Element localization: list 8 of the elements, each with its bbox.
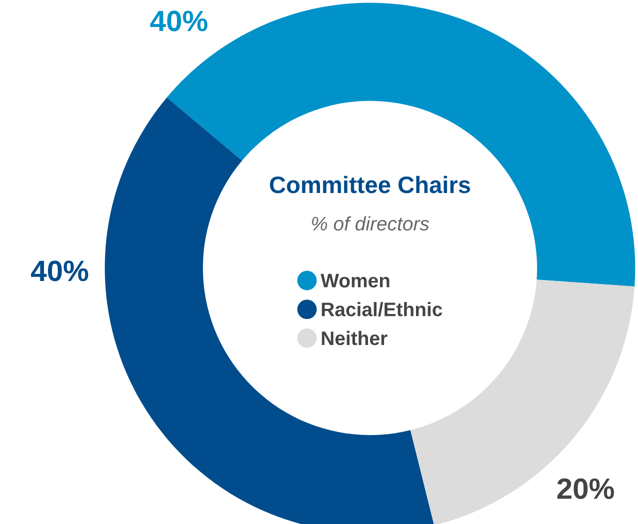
text: Committee Chairs — [270, 176, 470, 194]
data-label: 40% — [150, 10, 208, 32]
legend-label: Neither — [322, 330, 388, 346]
legend-label: Women — [320, 274, 390, 288]
data-label: 40% — [31, 260, 88, 282]
legend-label: Racial/Ethnic — [322, 302, 442, 317]
text: % of directors — [312, 216, 430, 231]
data-label: 20% — [557, 478, 614, 500]
